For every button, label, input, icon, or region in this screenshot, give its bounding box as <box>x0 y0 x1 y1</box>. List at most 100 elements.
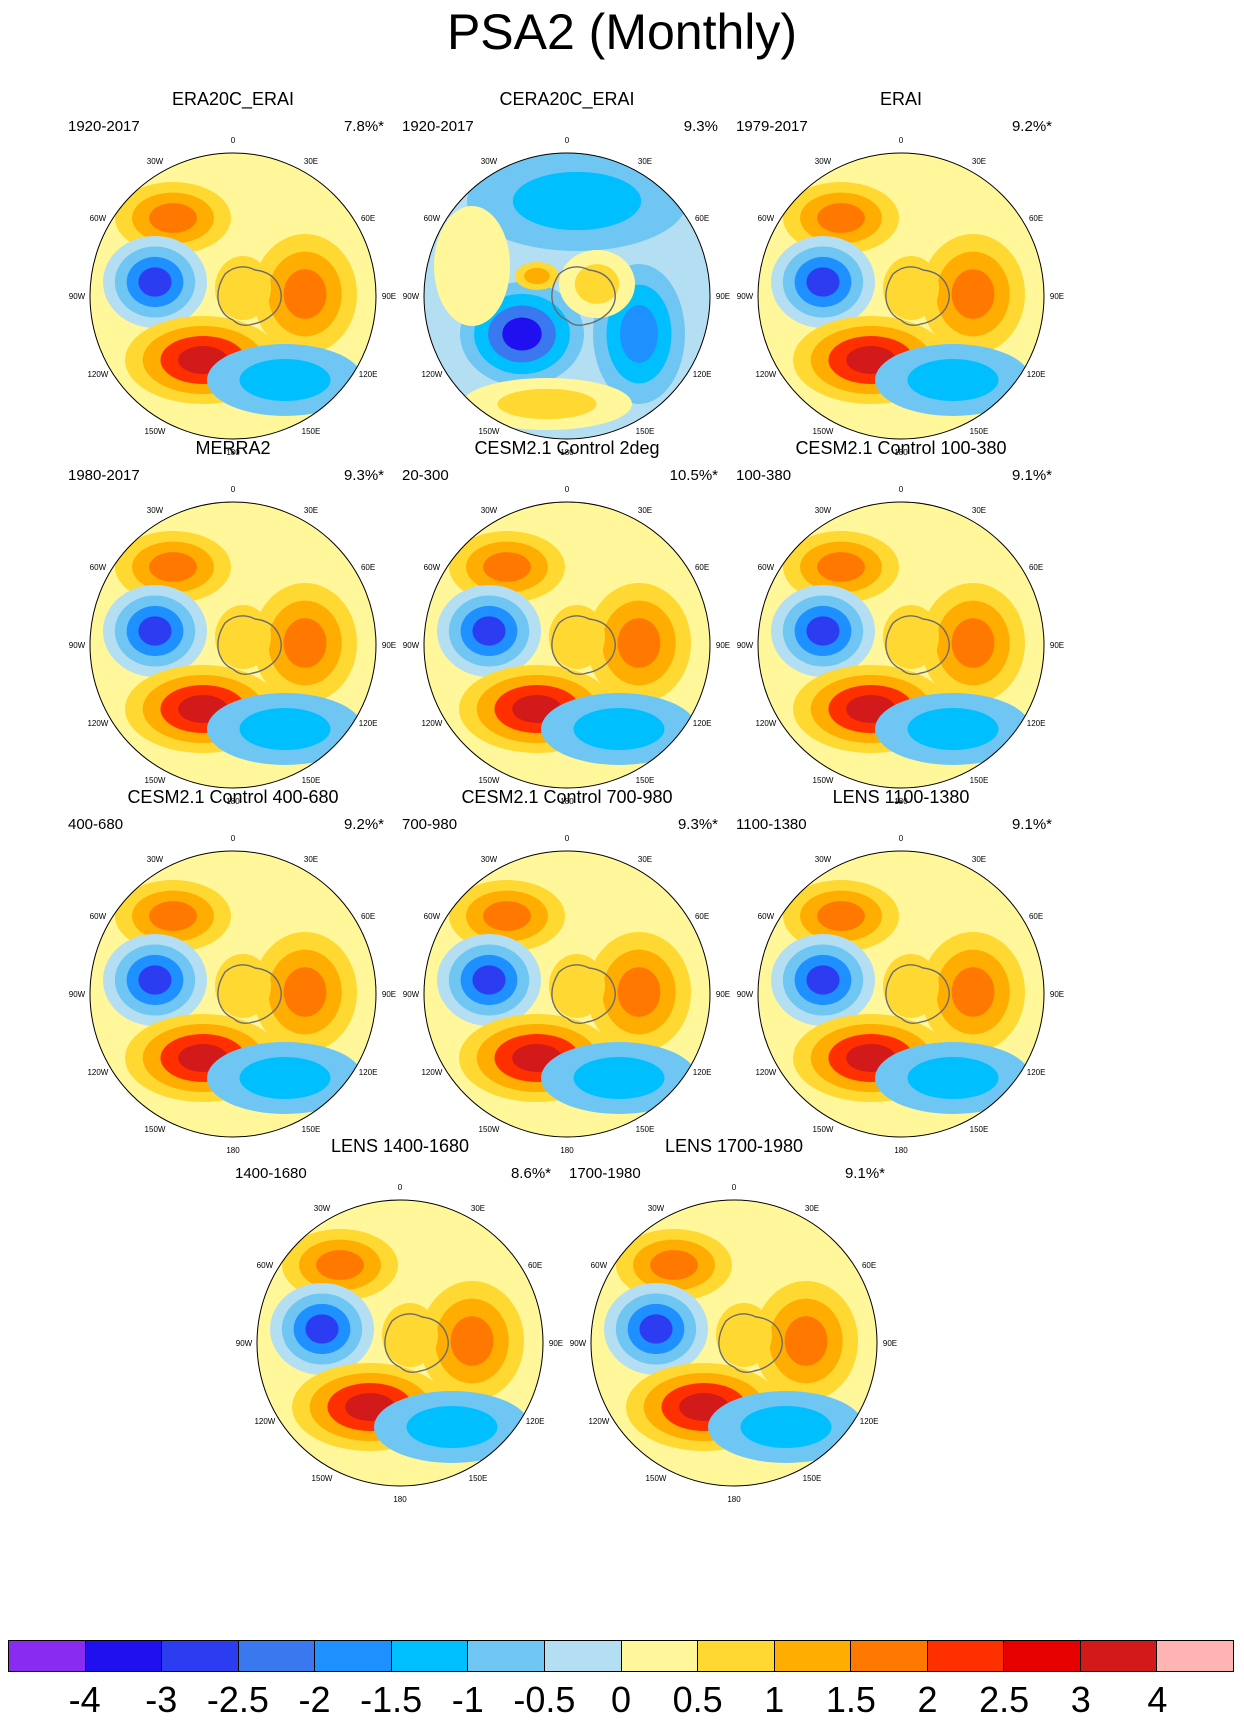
anomaly-contour <box>907 359 999 401</box>
panel-period: 1980-2017 <box>68 467 140 484</box>
anomaly-contour <box>716 1303 772 1367</box>
map-panel: CESM2.1 Control 400-680 400-680 9.2%* 0 30E 6… <box>68 786 398 1156</box>
lon-tick-label: 30E <box>638 157 652 166</box>
anomaly-contour <box>573 1057 665 1099</box>
lon-tick-label: 120E <box>693 1068 712 1077</box>
colorbar-tick-label: 1.5 <box>825 1679 876 1720</box>
colorbar-swatch <box>390 1640 468 1672</box>
colorbar-swatch <box>1079 1640 1157 1672</box>
map-boundary <box>757 501 1045 789</box>
lon-tick-label: 30E <box>304 506 318 515</box>
lon-tick-label: 150W <box>646 1474 667 1483</box>
anomaly-contour <box>620 305 658 363</box>
lon-tick-label: 60E <box>695 912 709 921</box>
colorbar-tick-label: 4 <box>1147 1679 1168 1720</box>
anomaly-contour <box>472 965 506 995</box>
panel-period: 400-680 <box>68 816 124 833</box>
lon-tick-label: 0 <box>899 485 904 494</box>
lon-tick-label: 90E <box>382 990 396 999</box>
lon-tick-label: 150E <box>469 1474 488 1483</box>
lon-tick-label: 120E <box>526 1417 545 1426</box>
polar-map: 0 30E 60E 90E 120E 150E 180 150W 120W 90W 60W 30W <box>236 1183 563 1504</box>
colorbar-swatch <box>467 1640 544 1672</box>
panel-title: ERAI <box>879 89 922 109</box>
polar-map: 0 30E 60E 90E 120E 150E 180 150W 120W 90W 60W 30W <box>737 136 1064 457</box>
colorbar-tick-label: -4 <box>68 1679 101 1720</box>
lon-tick-label: 120E <box>359 370 378 379</box>
anomaly-contour <box>951 269 995 319</box>
anomaly-contour <box>806 267 840 297</box>
lon-tick-label: 180 <box>560 448 574 457</box>
colorbar-tick-label: 3 <box>1070 1679 1091 1720</box>
lon-tick-label: 30W <box>481 157 498 166</box>
lon-tick-label: 120E <box>1027 719 1046 728</box>
anomaly-contour <box>549 954 605 1018</box>
anomaly-contour <box>434 206 510 326</box>
panel-variance-pct: 9.1%* <box>844 1165 885 1182</box>
lon-tick-label: 90W <box>403 990 420 999</box>
lon-tick-label: 90E <box>1050 641 1064 650</box>
anomaly-contour <box>639 1314 673 1344</box>
panel-title: CESM2.1 Control 400-680 <box>127 787 339 807</box>
lon-tick-label: 90W <box>69 641 86 650</box>
lon-tick-label: 120E <box>693 719 712 728</box>
lon-tick-label: 120E <box>359 719 378 728</box>
colorbar-swatch <box>697 1640 774 1672</box>
lon-tick-label: 180 <box>226 797 240 806</box>
lon-tick-label: 90E <box>716 990 730 999</box>
polar-map: 0 30E 60E 90E 120E 150E 180 150W 120W 90W 60W 30W <box>403 136 730 457</box>
polar-map: 0 30E 60E 90E 120E 150E 180 150W 120W 90W 60W 30W <box>69 136 396 457</box>
lon-tick-label: 120W <box>87 370 108 379</box>
lon-tick-label: 120E <box>693 370 712 379</box>
anomaly-contour <box>483 901 531 931</box>
colorbar-tick-label: 0.5 <box>672 1679 723 1720</box>
lon-tick-label: 180 <box>560 1146 574 1155</box>
antarctica-coastline <box>551 964 616 1025</box>
lon-tick-label: 120E <box>1027 1068 1046 1077</box>
map-panel: ERA20C_ERAI 1920-2017 7.8%* 0 30E 60E 90E 120E 1… <box>68 88 398 458</box>
lon-tick-label: 150E <box>302 427 321 436</box>
colorbar-swatch <box>1003 1640 1080 1672</box>
colorbar-swatch <box>8 1640 85 1672</box>
anomaly-contour <box>215 605 271 669</box>
anomaly-contour <box>573 708 665 750</box>
anomaly-contour <box>472 616 506 646</box>
panel-variance-pct: 9.1%* <box>1011 467 1052 484</box>
lon-tick-label: 30W <box>147 506 164 515</box>
panel-variance-pct: 9.3%* <box>677 816 718 833</box>
colorbar-tick-label: 2 <box>917 1679 938 1720</box>
map-boundary <box>89 850 377 1138</box>
panel-title: LENS 1100-1380 <box>832 787 970 807</box>
colorbar-tick-label: 1 <box>764 1679 785 1720</box>
anomaly-contour <box>951 967 995 1017</box>
panel-period: 1979-2017 <box>736 118 808 135</box>
lon-tick-label: 30W <box>147 855 164 864</box>
panel-period: 100-380 <box>736 467 792 484</box>
lon-tick-label: 60E <box>862 1261 876 1270</box>
lon-tick-label: 90E <box>716 641 730 650</box>
lon-tick-label: 30W <box>147 157 164 166</box>
panel-variance-pct: 9.1%* <box>1011 816 1052 833</box>
lon-tick-label: 30E <box>638 506 652 515</box>
lon-tick-label: 60E <box>695 563 709 572</box>
lon-tick-label: 90E <box>1050 990 1064 999</box>
map-panel: ERAI 1979-2017 9.2%* 0 30E 60E 90E 120E 150E 180 1… <box>736 88 1066 458</box>
panel-variance-pct: 9.3% <box>683 118 718 135</box>
lon-tick-label: 120W <box>755 370 776 379</box>
antarctica-coastline <box>217 615 282 676</box>
panel-title: CESM2.1 Control 700-980 <box>461 787 673 807</box>
lon-tick-label: 90E <box>549 1339 563 1348</box>
anomaly-contour <box>215 954 271 1018</box>
lon-tick-label: 30W <box>481 506 498 515</box>
lon-tick-label: 150W <box>813 1125 834 1134</box>
lon-tick-label: 90W <box>737 641 754 650</box>
colorbar-swatch <box>850 1640 927 1672</box>
lon-tick-label: 180 <box>560 797 574 806</box>
panel-variance-pct: 9.3%* <box>343 467 384 484</box>
anomaly-contour <box>524 267 550 285</box>
panel-period: 1400-1680 <box>235 1165 307 1182</box>
lon-tick-label: 30W <box>815 157 832 166</box>
anomaly-contour <box>806 616 840 646</box>
lon-tick-label: 90W <box>403 641 420 650</box>
lon-tick-label: 120W <box>588 1417 609 1426</box>
